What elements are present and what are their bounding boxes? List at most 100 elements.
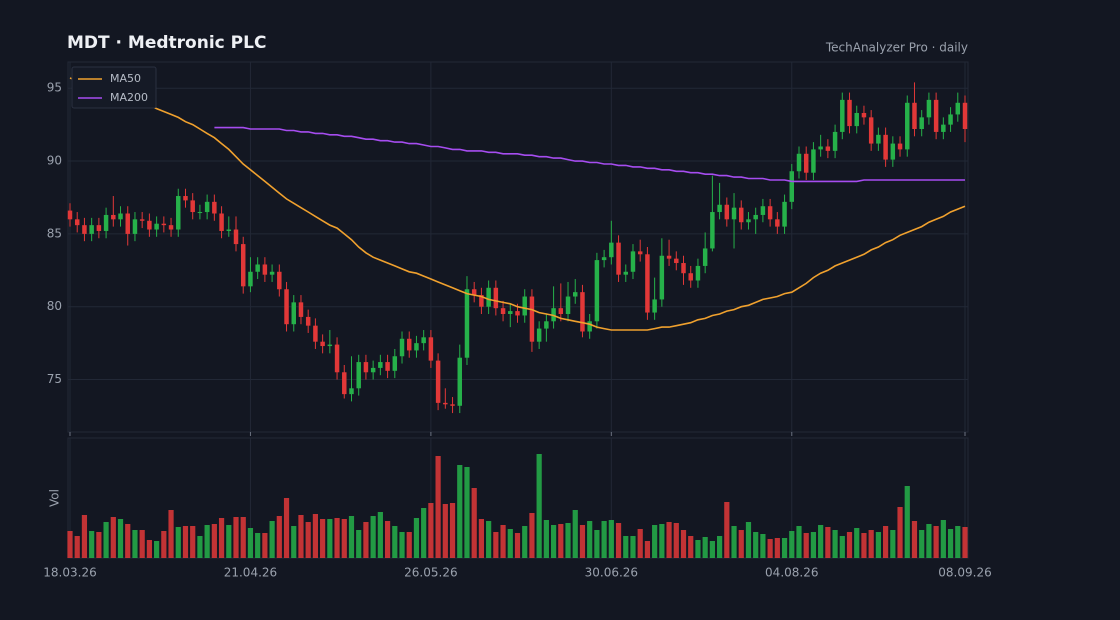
candle-body	[529, 296, 535, 342]
volume-bar	[962, 527, 968, 558]
candle-body	[370, 367, 376, 373]
volume-bar	[269, 521, 275, 558]
volume-bar	[413, 518, 420, 558]
volume-bar	[298, 515, 304, 558]
volume-bar	[117, 519, 124, 558]
volume-bar	[175, 527, 181, 558]
candle-body	[421, 337, 426, 344]
volume-bar	[356, 530, 362, 558]
candle-body	[479, 295, 484, 307]
x-tick-label: 08.09.26	[938, 566, 991, 580]
volume-bar	[334, 518, 340, 558]
candle-body	[67, 210, 73, 220]
candle-body	[803, 153, 809, 173]
volume-bar	[81, 515, 88, 558]
volume-bar	[291, 526, 297, 558]
volume-bar	[558, 524, 564, 558]
volume-bar	[904, 486, 910, 558]
candle-body	[378, 362, 383, 368]
candle-body	[558, 308, 564, 315]
candle-body	[385, 362, 390, 371]
candle-body	[637, 251, 643, 255]
candle-body	[616, 242, 621, 275]
candle-body	[702, 248, 708, 266]
volume-bar	[940, 520, 946, 558]
candle-body	[204, 201, 210, 213]
candle-body	[450, 404, 455, 406]
candle-body	[226, 229, 232, 231]
candle-body	[269, 271, 275, 275]
candle-body	[688, 273, 693, 281]
volume-bar	[883, 526, 889, 558]
candle-body	[753, 214, 758, 220]
x-tick-label: 30.06.26	[585, 566, 638, 580]
candle-body	[594, 260, 600, 322]
candle-body	[298, 302, 304, 317]
volume-bar	[522, 526, 528, 558]
volume-bar	[478, 519, 485, 558]
candle-body	[652, 299, 657, 313]
volume-bar	[839, 536, 845, 558]
candle-body	[767, 206, 773, 220]
candle-body	[775, 219, 780, 227]
candle-body	[883, 134, 888, 160]
candle-body	[443, 402, 448, 405]
volume-bar	[579, 525, 586, 558]
candle-body	[746, 219, 751, 223]
volume-bar	[724, 502, 730, 558]
candle-body	[313, 325, 318, 342]
volume-bar	[947, 529, 954, 558]
candle-body	[508, 311, 513, 315]
candle-body	[356, 362, 361, 389]
legend-label: MA200	[110, 91, 148, 104]
volume-bar	[781, 538, 788, 558]
volume-bar	[587, 521, 593, 558]
candle-body	[349, 388, 354, 395]
candle-body	[861, 112, 867, 118]
volume-bar	[406, 532, 412, 558]
volume-bar	[493, 532, 499, 558]
candle-body	[89, 225, 94, 234]
candle-body	[818, 146, 823, 150]
volume-bar	[262, 533, 268, 558]
candle-body	[609, 242, 614, 258]
volume-bar	[652, 525, 658, 558]
candle-body	[471, 289, 477, 296]
candle-body	[515, 311, 520, 316]
volume-bar	[897, 507, 903, 558]
volume-bar	[507, 529, 513, 558]
volume-bar	[146, 540, 152, 558]
candle-body	[811, 149, 816, 173]
candle-body	[695, 265, 701, 281]
volume-bar	[688, 536, 694, 558]
candle-body	[782, 201, 787, 227]
candle-body	[176, 196, 181, 230]
candle-body	[154, 223, 159, 230]
y-tick-label: 85	[47, 226, 62, 240]
volume-bar	[384, 521, 391, 558]
volume-bar	[67, 531, 73, 558]
volume-bar	[211, 524, 217, 558]
volume-bar	[933, 526, 939, 558]
volume-bar	[760, 534, 766, 558]
volume-bar	[666, 522, 672, 558]
volume-bar	[457, 465, 463, 558]
candle-body	[248, 271, 253, 287]
candle-body	[847, 99, 852, 127]
candle-body	[334, 344, 340, 373]
volume-bar	[370, 516, 376, 558]
volume-bar	[543, 520, 549, 558]
volume-bar	[486, 521, 492, 558]
candle-body	[565, 296, 571, 315]
candle-body	[464, 289, 470, 358]
candle-body	[544, 321, 549, 329]
candle-body	[905, 102, 910, 150]
volume-bar	[240, 517, 246, 558]
volume-bar	[154, 541, 160, 558]
candle-body	[587, 321, 592, 332]
volume-bar	[377, 512, 383, 558]
volume-bar	[392, 526, 398, 558]
chart-subtitle: TechAnalyzer Pro · daily	[825, 41, 968, 55]
volume-bar	[132, 530, 138, 558]
volume-bar	[673, 523, 679, 558]
